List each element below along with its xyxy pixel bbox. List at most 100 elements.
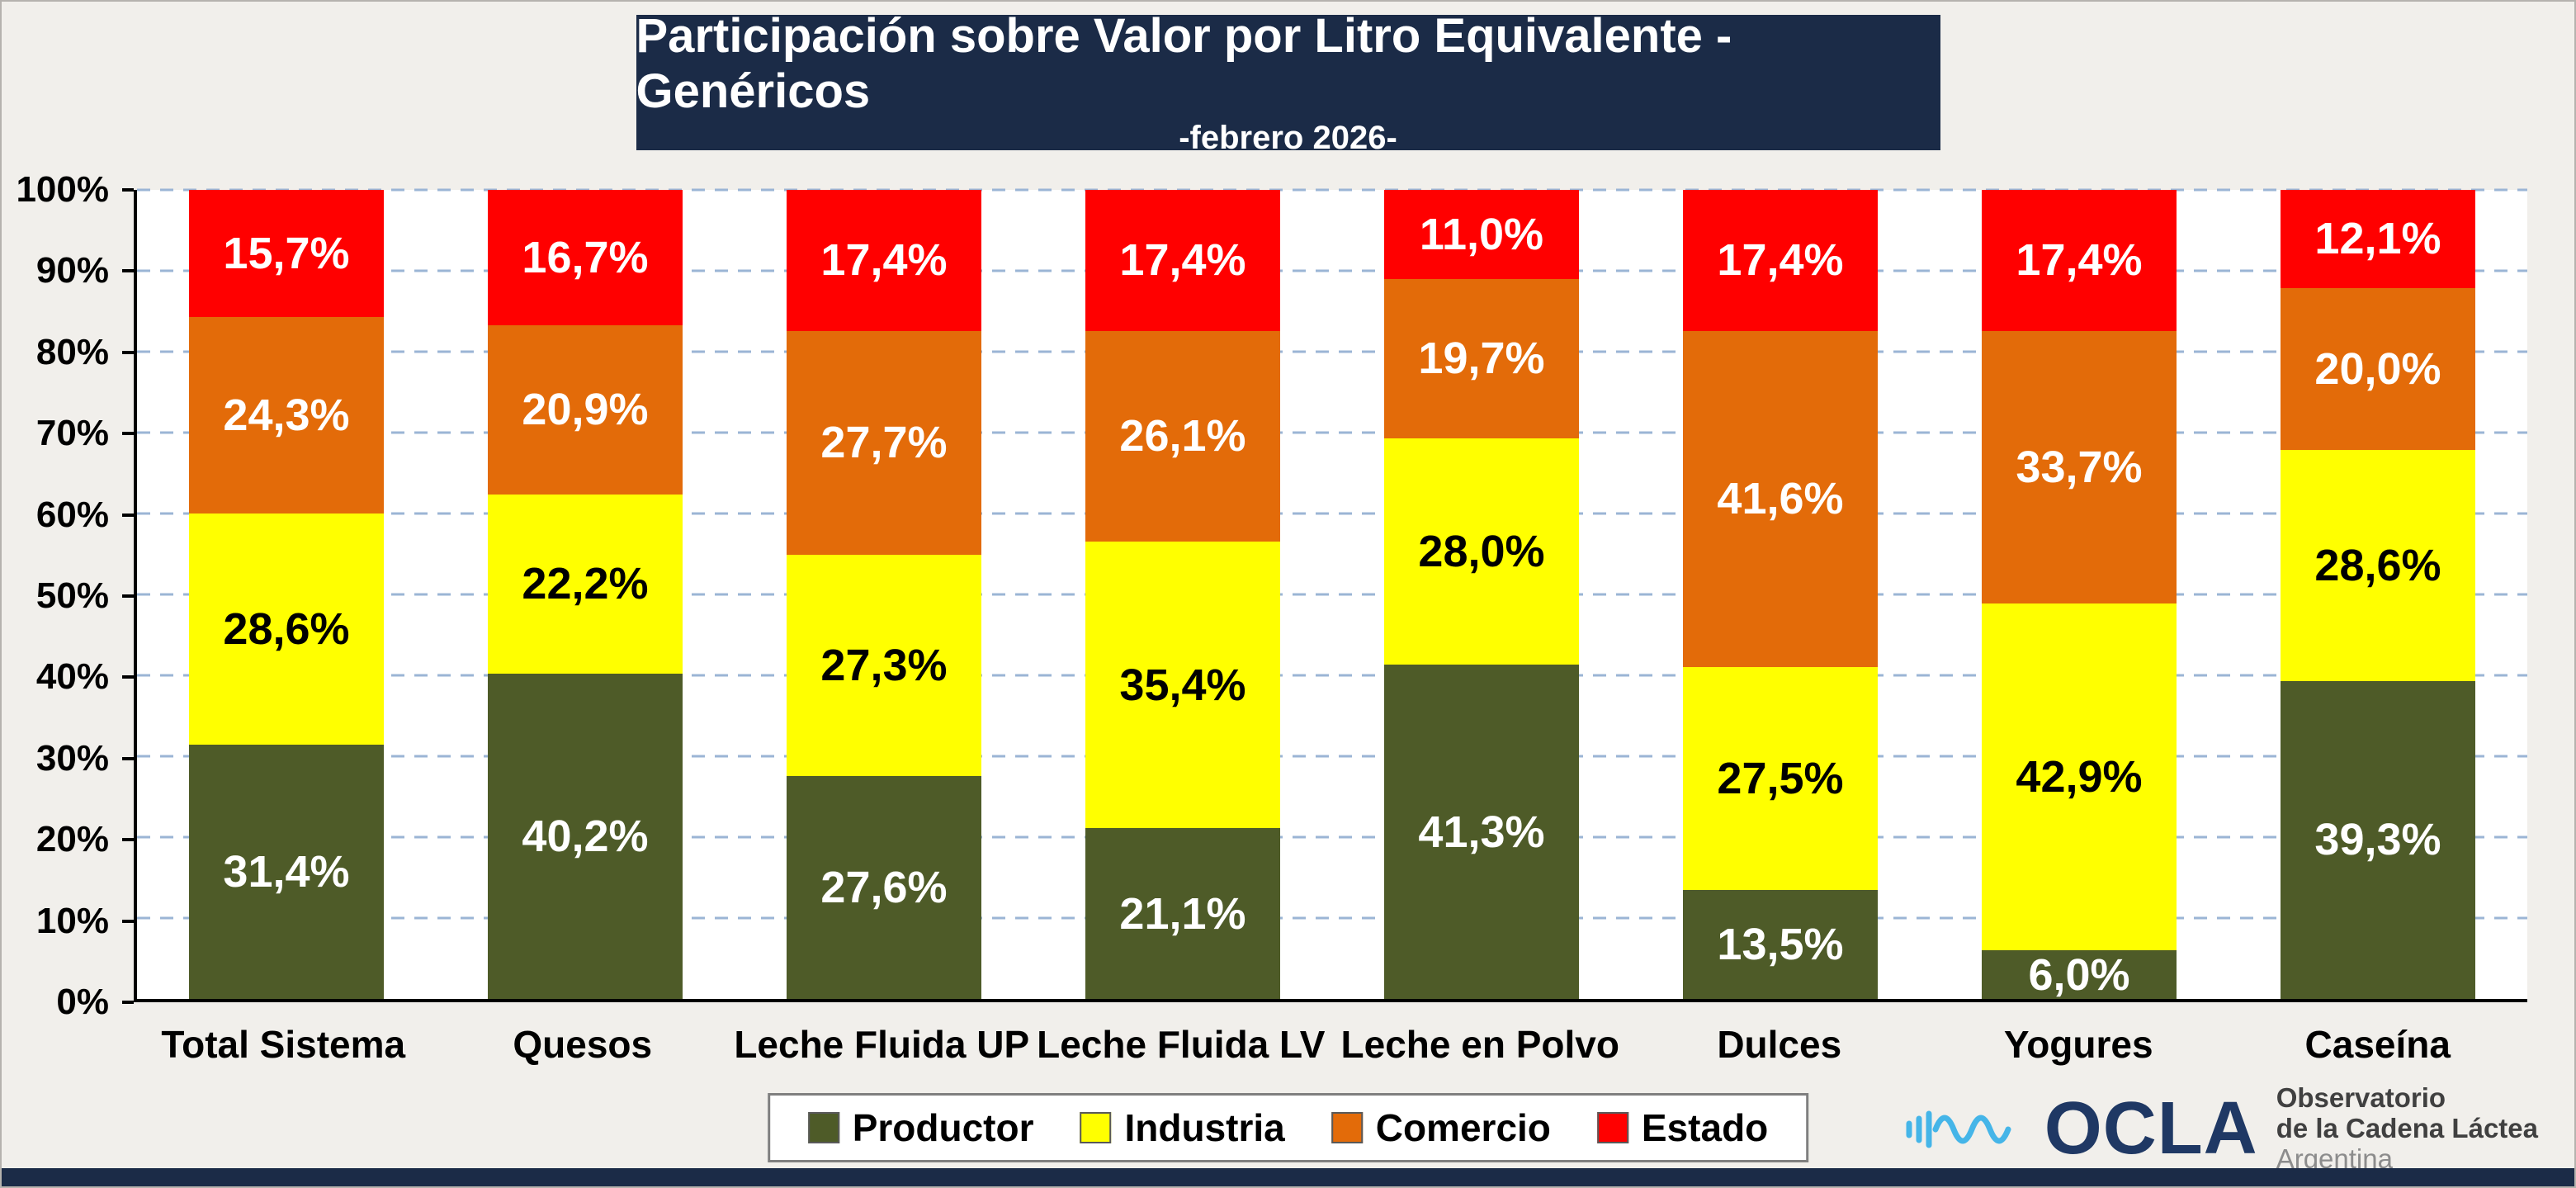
category-label: Leche en Polvo [1340, 1023, 1619, 1066]
bar-column: 21,1% 35,4% 26,1% 17,4% [1033, 190, 1332, 999]
y-tick-label: 100% [16, 169, 109, 210]
gridline [137, 431, 2527, 434]
segment-label: 19,7% [1418, 334, 1545, 384]
y-tick-mark [122, 594, 134, 598]
segment-label: 20,0% [2314, 343, 2441, 394]
stacked-bar: 21,1% 35,4% 26,1% 17,4% [1085, 190, 1280, 999]
category-label: Total Sistema [161, 1023, 406, 1066]
segment-label: 28,0% [1418, 527, 1545, 577]
segment-label: 20,9% [522, 385, 649, 435]
category-label: Leche Fluida LV [1037, 1023, 1326, 1066]
y-tick-mark [122, 513, 134, 517]
gridline [137, 269, 2527, 272]
segment-label: 27,3% [820, 640, 948, 690]
y-tick-mark [122, 350, 134, 354]
segment-label: 12,1% [2314, 214, 2441, 264]
ocla-logo: OCLA Observatorio de la Cadena Láctea Ar… [1902, 1082, 2538, 1175]
y-tick-mark [122, 1001, 134, 1004]
segment-label: 27,6% [820, 862, 948, 912]
segment-industria: 42,9% [1982, 603, 2177, 951]
segment-label: 6,0% [2028, 949, 2130, 1000]
bar-columns: 31,4% 28,6% 24,3% 15,7% 40,2% 22,2% 20,9% 16,7%… [137, 190, 2527, 1000]
category-label: Caseína [2304, 1023, 2451, 1066]
org-line-2: de la Cadena Láctea [2276, 1112, 2538, 1143]
segment-label: 40,2% [522, 812, 649, 862]
segment-estado: 15,7% [189, 190, 384, 317]
segment-label: 24,3% [223, 390, 350, 440]
segment-estado: 17,4% [1085, 190, 1280, 331]
legend-item-industria: Industria [1080, 1105, 1285, 1150]
segment-productor: 41,3% [1384, 665, 1579, 999]
y-tick-label: 30% [35, 737, 109, 779]
chart-title-box: Participación sobre Valor por Litro Equi… [636, 9, 1940, 156]
segment-productor: 27,6% [787, 775, 981, 999]
legend-label: Industria [1124, 1106, 1285, 1149]
y-tick-label: 20% [35, 819, 109, 860]
segment-productor: 31,4% [189, 745, 384, 999]
segment-label: 42,9% [2016, 752, 2143, 802]
segment-productor: 13,5% [1683, 889, 1878, 999]
segment-label: 17,4% [2016, 235, 2143, 286]
segment-estado: 16,7% [488, 190, 683, 325]
segment-comercio: 27,7% [787, 330, 981, 555]
stacked-bar: 31,4% 28,6% 24,3% 15,7% [189, 190, 384, 999]
ocla-wordmark: OCLA [2044, 1087, 2258, 1171]
segment-label: 16,7% [522, 232, 649, 282]
segment-label: 27,7% [820, 418, 948, 468]
stacked-bar: 6,0% 42,9% 33,7% 17,4% [1982, 190, 2177, 1000]
category-label: Dulces [1717, 1023, 1842, 1066]
bar-column: 27,6% 27,3% 27,7% 17,4% [735, 190, 1033, 999]
segment-label: 39,3% [2314, 815, 2441, 865]
segment-label: 41,6% [1717, 474, 1844, 524]
segment-productor: 40,2% [488, 674, 683, 999]
gridline [137, 512, 2527, 515]
stacked-bar: 41,3% 28,0% 19,7% 11,0% [1384, 190, 1579, 999]
bar-column: 13,5% 27,5% 41,6% 17,4% [1631, 190, 1930, 999]
legend-swatch [1331, 1112, 1363, 1143]
y-tick-label: 90% [35, 250, 109, 291]
segment-comercio: 26,1% [1085, 330, 1280, 542]
category-label: Yogures [2003, 1023, 2153, 1066]
legend-swatch [1596, 1112, 1628, 1143]
y-tick-mark [122, 269, 134, 273]
bar-column: 39,3% 28,6% 20,0% 12,1% [2229, 190, 2527, 999]
y-tick-mark [122, 188, 134, 192]
segment-comercio: 20,0% [2281, 287, 2475, 450]
category-label: Leche Fluida UP [734, 1023, 1030, 1066]
y-tick-label: 10% [35, 900, 109, 941]
org-line-1: Observatorio [2276, 1082, 2446, 1113]
legend-label: Productor [852, 1106, 1034, 1149]
gridline [137, 350, 2527, 353]
chart-title: Participación sobre Valor por Litro Equi… [636, 9, 1732, 118]
segment-label: 17,4% [820, 235, 948, 286]
segment-label: 13,5% [1717, 919, 1844, 969]
gridline [137, 674, 2527, 677]
stacked-bar: 13,5% 27,5% 41,6% 17,4% [1683, 190, 1878, 999]
plot-area: 31,4% 28,6% 24,3% 15,7% 40,2% 22,2% 20,9% 16,7%… [134, 188, 2527, 1002]
legend: Productor Industria Comercio Estado [767, 1093, 1809, 1162]
y-tick-mark [122, 675, 134, 679]
bar-column: 40,2% 22,2% 20,9% 16,7% [436, 190, 735, 999]
y-tick-label: 40% [35, 656, 109, 698]
bar-column: 6,0% 42,9% 33,7% 17,4% [1930, 190, 2229, 1000]
bottom-bar [2, 1168, 2574, 1186]
chart-subtitle: -febrero 2026- [1179, 119, 1397, 156]
segment-label: 27,5% [1717, 753, 1844, 803]
category-axis: Total Sistema Quesos Leche Fluida UP Leche … [134, 1022, 2527, 1067]
segment-comercio: 41,6% [1683, 330, 1878, 668]
segment-estado: 11,0% [1384, 190, 1579, 279]
segment-productor: 21,1% [1085, 828, 1280, 999]
segment-label: 28,6% [223, 604, 350, 655]
segment-industria: 27,3% [787, 555, 981, 776]
segment-label: 35,4% [1119, 660, 1246, 710]
y-tick-label: 80% [35, 331, 109, 372]
y-tick-mark [122, 919, 134, 923]
segment-comercio: 24,3% [189, 316, 384, 514]
segment-estado: 17,4% [1982, 190, 2177, 331]
y-tick-label: 0% [56, 982, 109, 1022]
bar-column: 31,4% 28,6% 24,3% 15,7% [137, 190, 436, 999]
legend-swatch [807, 1112, 839, 1143]
org-block: Observatorio de la Cadena Láctea Argenti… [2276, 1082, 2538, 1175]
legend-item-estado: Estado [1596, 1105, 1768, 1150]
segment-comercio: 20,9% [488, 324, 683, 495]
